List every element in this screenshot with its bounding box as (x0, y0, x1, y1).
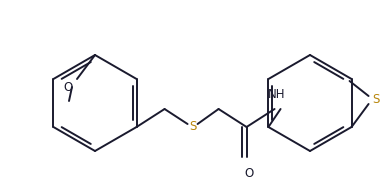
Text: S: S (372, 93, 379, 105)
Text: S: S (189, 120, 196, 134)
Text: NH: NH (268, 88, 285, 101)
Text: O: O (64, 81, 73, 94)
Text: O: O (244, 167, 253, 180)
